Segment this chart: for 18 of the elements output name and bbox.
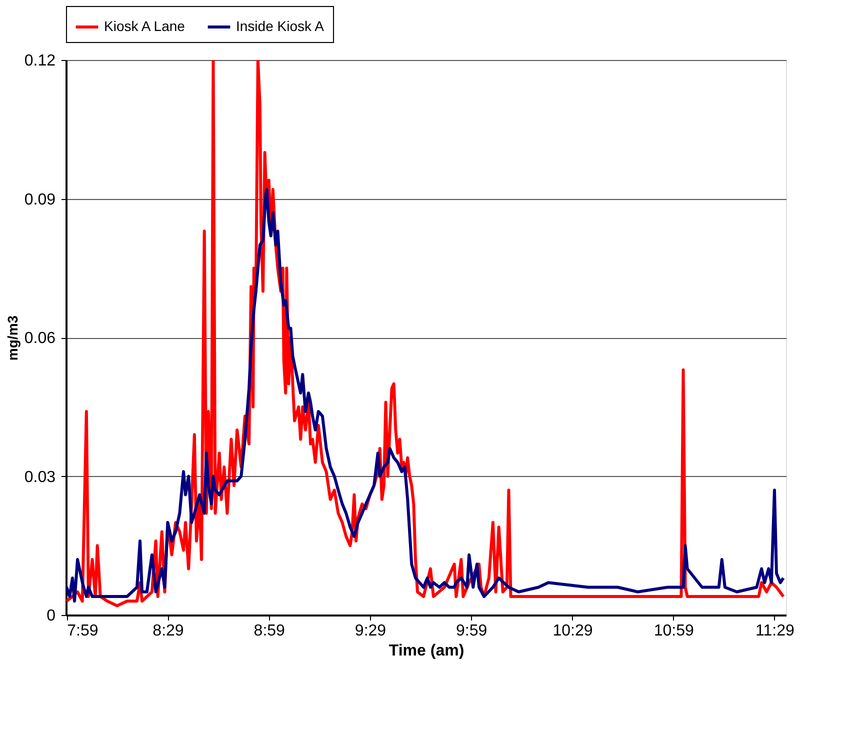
x-tick-label: 8:29 — [152, 622, 184, 640]
x-tick-label: 8:59 — [254, 622, 286, 640]
x-axis-title: Time (am) — [388, 642, 464, 660]
x-tick-label: 10:29 — [552, 622, 593, 640]
y-tick-label: 0.12 — [24, 52, 56, 70]
x-tick-label: 10:59 — [654, 622, 694, 640]
y-tick-label: 0.06 — [24, 330, 56, 347]
y-tick-label: 0.03 — [24, 468, 56, 486]
y-axis-title: mg/m3 — [4, 315, 20, 361]
x-tick-label: 9:29 — [354, 622, 386, 640]
x-tick-label: 7:59 — [67, 622, 98, 640]
legend-label: Inside Kiosk A — [236, 18, 325, 34]
x-tick-label: 11:29 — [756, 622, 794, 640]
y-tick-label: 0.09 — [24, 191, 56, 208]
y-tick-label: 0 — [46, 608, 56, 624]
legend-label: Kiosk A Lane — [104, 18, 186, 34]
line-series — [66, 188, 785, 603]
x-tick-label: 9:59 — [456, 622, 488, 640]
